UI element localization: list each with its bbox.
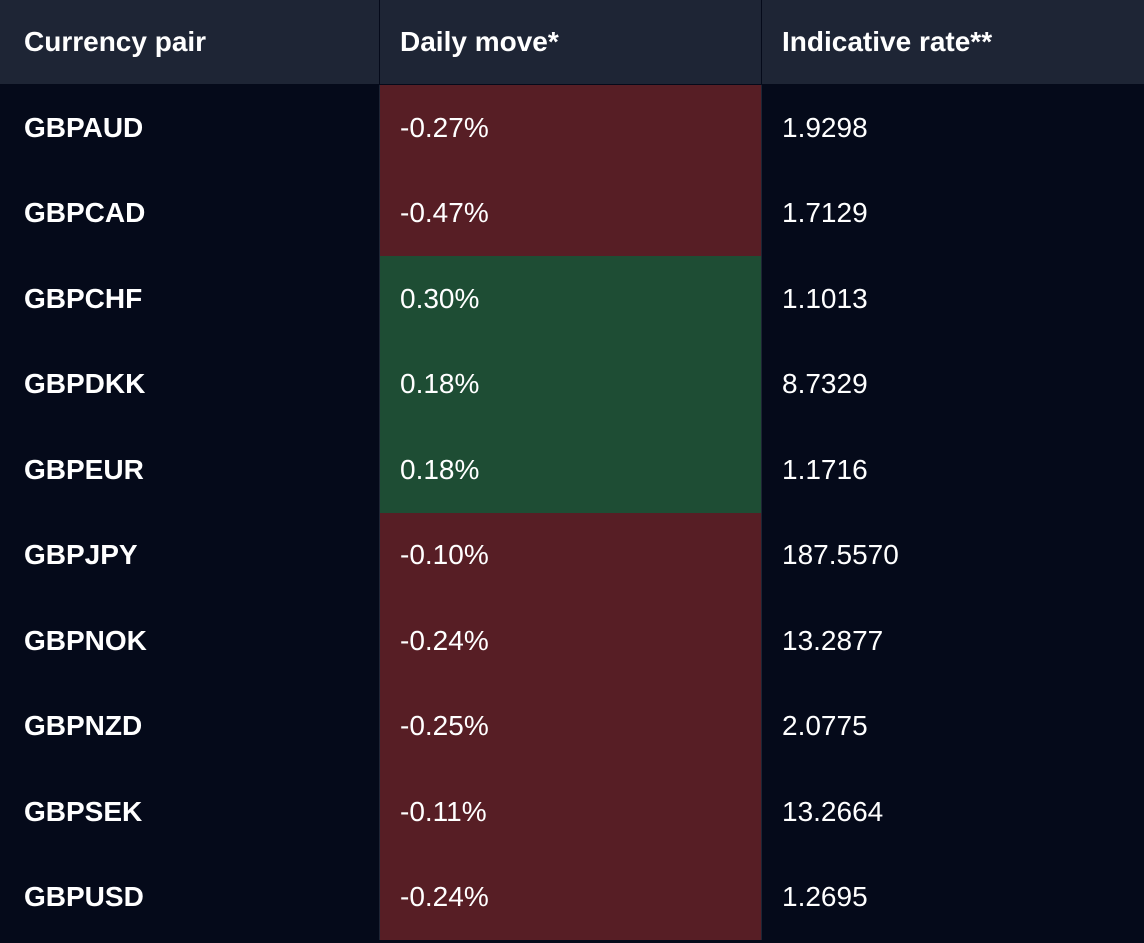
- currency-pair-cell: GBPNZD: [0, 684, 380, 770]
- daily-move-cell: 0.18%: [380, 427, 762, 513]
- header-cell-move: Daily move*: [380, 0, 762, 84]
- daily-move-cell: -0.47%: [380, 171, 762, 257]
- header-label-pair: Currency pair: [24, 26, 206, 58]
- currency-pair-cell: GBPUSD: [0, 855, 380, 941]
- daily-move-cell: -0.25%: [380, 684, 762, 770]
- currency-pair-cell: GBPCHF: [0, 256, 380, 342]
- indicative-rate-cell: 1.7129: [762, 171, 1144, 257]
- currency-pair-cell: GBPSEK: [0, 769, 380, 855]
- currency-pair-cell: GBPCAD: [0, 171, 380, 257]
- table-row: GBPNOK-0.24%13.2877: [0, 598, 1144, 684]
- daily-move-cell: -0.24%: [380, 598, 762, 684]
- header-label-rate: Indicative rate**: [782, 26, 992, 58]
- currency-table: Currency pair Daily move* Indicative rat…: [0, 0, 1144, 943]
- indicative-rate-cell: 1.9298: [762, 85, 1144, 171]
- table-header-row: Currency pair Daily move* Indicative rat…: [0, 0, 1144, 85]
- daily-move-cell: -0.11%: [380, 769, 762, 855]
- table-row: GBPDKK0.18%8.7329: [0, 342, 1144, 428]
- currency-pair-cell: GBPNOK: [0, 598, 380, 684]
- currency-pair-cell: GBPAUD: [0, 85, 380, 171]
- table-row: GBPNZD-0.25%2.0775: [0, 684, 1144, 770]
- indicative-rate-cell: 2.0775: [762, 684, 1144, 770]
- currency-pair-cell: GBPJPY: [0, 513, 380, 599]
- table-row: GBPCHF0.30%1.1013: [0, 256, 1144, 342]
- header-cell-pair: Currency pair: [0, 0, 380, 84]
- indicative-rate-cell: 1.1716: [762, 427, 1144, 513]
- daily-move-cell: -0.24%: [380, 855, 762, 941]
- table-row: GBPJPY-0.10%187.5570: [0, 513, 1144, 599]
- indicative-rate-cell: 13.2664: [762, 769, 1144, 855]
- indicative-rate-cell: 8.7329: [762, 342, 1144, 428]
- daily-move-cell: 0.18%: [380, 342, 762, 428]
- table-row: GBPEUR0.18%1.1716: [0, 427, 1144, 513]
- table-row: GBPAUD-0.27%1.9298: [0, 85, 1144, 171]
- indicative-rate-cell: 13.2877: [762, 598, 1144, 684]
- indicative-rate-cell: 1.2695: [762, 855, 1144, 941]
- table-row: GBPUSD-0.24%1.2695: [0, 855, 1144, 941]
- header-cell-rate: Indicative rate**: [762, 0, 1144, 84]
- indicative-rate-cell: 1.1013: [762, 256, 1144, 342]
- table-body: GBPAUD-0.27%1.9298GBPCAD-0.47%1.7129GBPC…: [0, 85, 1144, 940]
- daily-move-cell: 0.30%: [380, 256, 762, 342]
- table-row: GBPSEK-0.11%13.2664: [0, 769, 1144, 855]
- indicative-rate-cell: 187.5570: [762, 513, 1144, 599]
- header-label-move: Daily move*: [400, 26, 559, 58]
- table-row: GBPCAD-0.47%1.7129: [0, 171, 1144, 257]
- daily-move-cell: -0.27%: [380, 85, 762, 171]
- currency-pair-cell: GBPEUR: [0, 427, 380, 513]
- daily-move-cell: -0.10%: [380, 513, 762, 599]
- currency-pair-cell: GBPDKK: [0, 342, 380, 428]
